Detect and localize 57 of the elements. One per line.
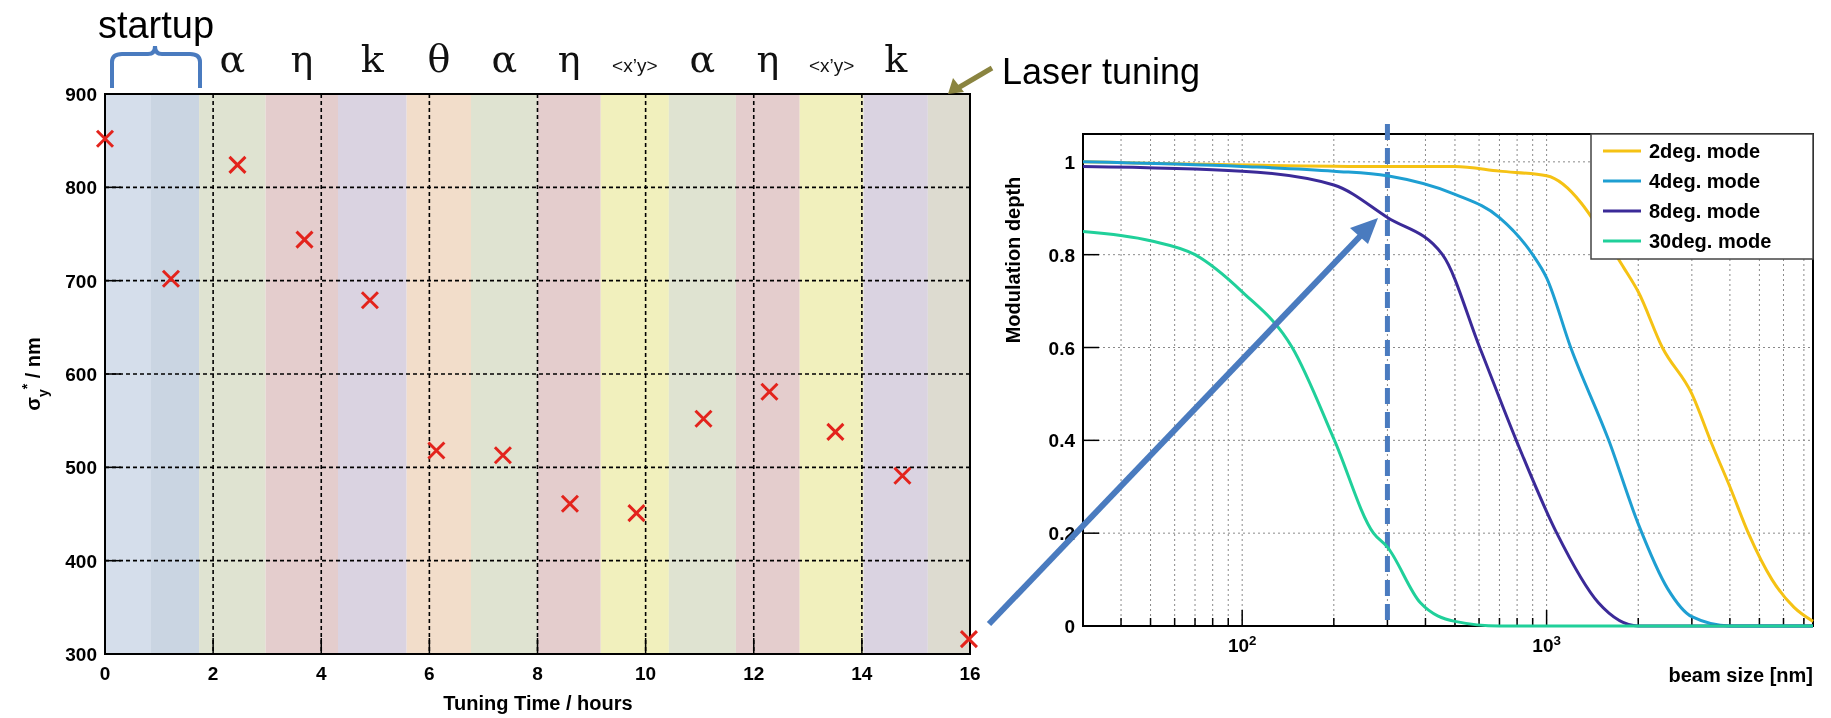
y-tick-label: 800 bbox=[65, 177, 97, 199]
band-label: k bbox=[360, 37, 385, 81]
y-tick-label: 0.4 bbox=[1048, 430, 1076, 452]
x-axis-title: Tuning Time / hours bbox=[443, 692, 633, 714]
point bbox=[360, 290, 380, 310]
x-tick-label: 12 bbox=[743, 663, 765, 684]
band-label: η bbox=[290, 37, 314, 81]
x-axis-title: beam size [nm] bbox=[1668, 664, 1813, 686]
x-tick-label: 14 bbox=[851, 663, 873, 684]
point bbox=[294, 230, 314, 250]
y-tick-label: 600 bbox=[65, 364, 97, 385]
y-tick-label: 700 bbox=[65, 270, 97, 292]
y-tick-label: 0.6 bbox=[1048, 337, 1075, 359]
band-label: <x’y> bbox=[808, 55, 855, 76]
band-label: <x’y> bbox=[612, 55, 658, 76]
legend-label: 30deg. mode bbox=[1649, 230, 1772, 252]
y-tick-label: 0.8 bbox=[1048, 244, 1075, 266]
band-label: η bbox=[557, 37, 581, 81]
legend-label: 8deg. mode bbox=[1649, 200, 1761, 222]
text: Laser tuning bbox=[1002, 51, 1201, 92]
y-tick-label: 300 bbox=[65, 644, 97, 665]
y-axis-title: Modulation depth bbox=[1002, 176, 1024, 344]
band-label: α bbox=[491, 37, 518, 81]
legend-label: 4deg. mode bbox=[1649, 170, 1761, 192]
point bbox=[693, 409, 713, 429]
point bbox=[493, 445, 513, 465]
x-tick-label: 10$^{3}$ bbox=[1532, 632, 1561, 656]
band-label: η bbox=[756, 37, 780, 81]
point bbox=[426, 441, 446, 461]
x-tick-label: 6 bbox=[424, 663, 435, 684]
point bbox=[161, 269, 181, 289]
y-tick-label: 400 bbox=[65, 550, 97, 572]
y-tick-label: 1 bbox=[1064, 151, 1076, 173]
band-label: α bbox=[689, 37, 716, 81]
x-tick-label: 8 bbox=[532, 663, 543, 684]
y-tick-label: 500 bbox=[65, 457, 97, 479]
x-tick-label: 4 bbox=[315, 663, 327, 684]
band-label: k bbox=[884, 37, 909, 81]
x-tick-label: 10$^{2}$ bbox=[1227, 632, 1257, 656]
band-label: θ bbox=[427, 37, 451, 81]
point bbox=[560, 494, 580, 514]
text: startup bbox=[97, 4, 215, 46]
point bbox=[626, 503, 646, 523]
x-tick-label: 16 bbox=[959, 663, 981, 684]
point bbox=[825, 422, 845, 442]
point bbox=[95, 129, 115, 149]
point bbox=[759, 382, 779, 402]
point bbox=[892, 466, 912, 486]
x-tick-label: 10 bbox=[635, 663, 657, 684]
x-tick-label: 0 bbox=[99, 663, 111, 684]
y-tick-label: 0 bbox=[1064, 616, 1075, 637]
point bbox=[959, 629, 979, 649]
band-label: α bbox=[219, 37, 246, 81]
y-tick-label: 900 bbox=[65, 84, 97, 105]
point bbox=[227, 155, 247, 175]
legend-label: 2deg. mode bbox=[1649, 140, 1761, 162]
x-tick-label: 2 bbox=[207, 663, 219, 684]
